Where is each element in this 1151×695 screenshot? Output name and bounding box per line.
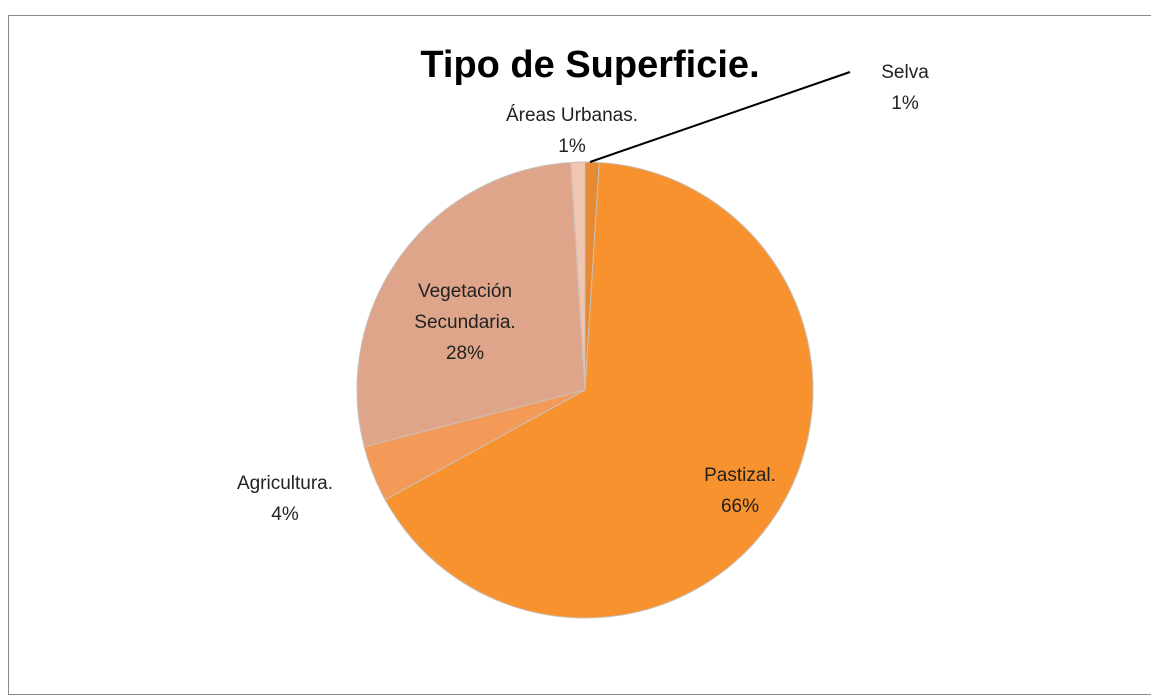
chart-title: Tipo de Superficie. (420, 44, 760, 86)
leader-line (589, 71, 851, 163)
data-label: Agricultura. 4% (215, 468, 355, 530)
data-label: Pastizal. 66% (680, 460, 800, 522)
chart (356, 71, 851, 619)
slice-name: Selva (881, 62, 929, 83)
slice-value: 1% (891, 93, 919, 114)
data-label: Vegetación Secundaria. 28% (380, 276, 550, 369)
pie-slice (384, 161, 814, 619)
slice-value: 4% (271, 504, 299, 525)
pie-slice (356, 161, 586, 448)
slice-value: 1% (558, 136, 586, 157)
data-label: Áreas Urbanas. 1% (482, 100, 662, 162)
slice-name: Vegetación Secundaria. (414, 281, 516, 333)
pie-slice (570, 161, 586, 391)
slice-name: Pastizal. (704, 465, 776, 486)
slice-name: Áreas Urbanas. (505, 105, 638, 126)
slice-name: Agricultura. (236, 473, 334, 494)
slice-value: 28% (445, 343, 485, 364)
data-label: Selva 1% (865, 57, 945, 119)
page: Tipo de Superficie. (() => { const data … (8, 15, 1151, 695)
slice-value: 66% (720, 496, 760, 517)
